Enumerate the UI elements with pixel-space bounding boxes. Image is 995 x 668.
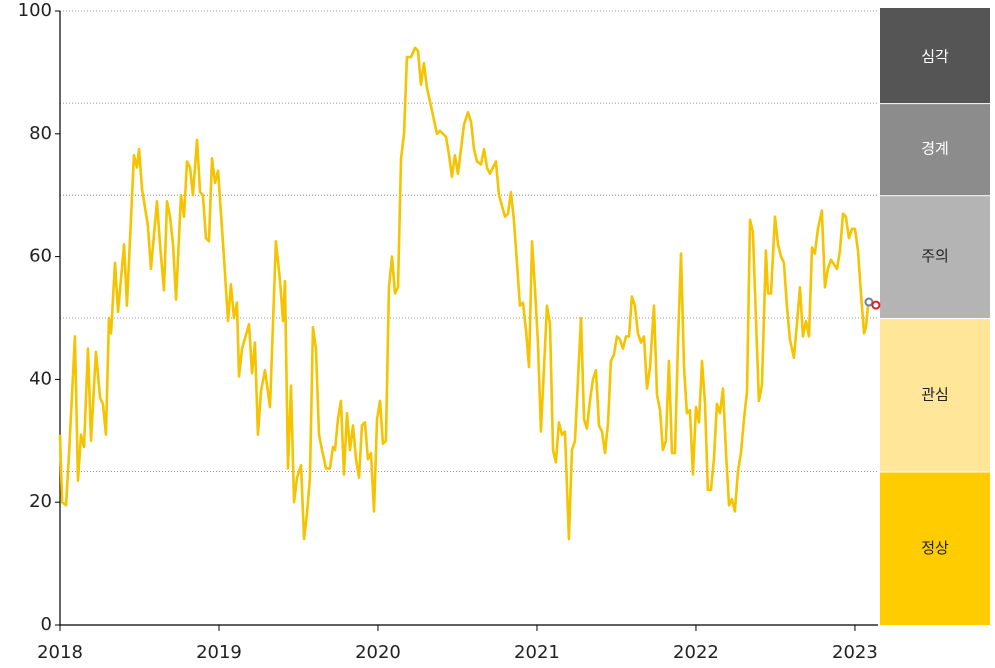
x-tick-label: 2023 xyxy=(832,642,878,663)
y-tick-label: 100 xyxy=(18,0,52,21)
x-tick-label: 2022 xyxy=(673,642,719,663)
band-label: 정상 xyxy=(921,539,949,557)
data-line xyxy=(58,46,870,541)
point-marker xyxy=(871,300,881,310)
band xyxy=(880,196,990,318)
band-label: 주의 xyxy=(921,247,949,265)
x-tick-label: 2020 xyxy=(355,642,401,663)
y-tick-label: 60 xyxy=(29,246,52,267)
y-tick-label: 0 xyxy=(41,614,52,635)
band xyxy=(880,472,990,625)
y-tick-label: 40 xyxy=(29,368,52,389)
band-label: 경계 xyxy=(921,140,949,158)
x-tick-label: 2021 xyxy=(514,642,560,663)
band xyxy=(880,8,990,104)
point-marker xyxy=(864,297,874,307)
band-label: 관심 xyxy=(921,385,949,403)
x-tick-label: 2018 xyxy=(37,642,83,663)
band xyxy=(880,319,990,472)
band xyxy=(880,104,990,196)
x-tick-label: 2019 xyxy=(196,642,242,663)
band-label: 심각 xyxy=(921,48,949,66)
y-tick-label: 20 xyxy=(29,491,52,512)
y-tick-label: 80 xyxy=(29,123,52,144)
